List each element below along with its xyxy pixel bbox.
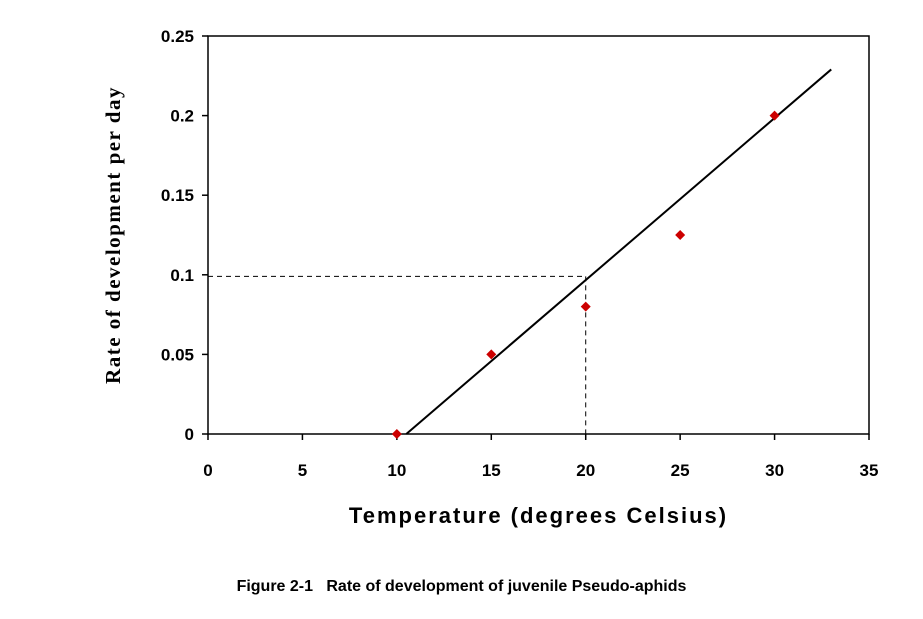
y-tick-label: 0.1	[170, 266, 194, 285]
x-axis-ticks: 0 5 10 15 20 25 30 35	[203, 434, 878, 480]
x-tick-label: 0	[203, 461, 212, 480]
x-tick-label: 30	[765, 461, 784, 480]
data-point	[486, 349, 497, 360]
figure-caption: Figure 2-1 Rate of development of juveni…	[236, 578, 687, 595]
x-tick-label: 25	[671, 461, 690, 480]
x-tick-label: 5	[298, 461, 307, 480]
plot-frame	[207, 35, 870, 435]
data-point	[769, 110, 780, 121]
x-tick-label: 15	[482, 461, 501, 480]
y-axis-ticks: 0 0.05 0.1 0.15 0.2 0.25	[161, 27, 208, 444]
y-tick-label: 0.2	[170, 107, 194, 126]
trend-line	[405, 68, 832, 435]
y-tick-label: 0.25	[161, 27, 194, 46]
data-point	[580, 301, 591, 312]
reference-lines	[208, 275, 587, 434]
data-points	[391, 110, 780, 439]
data-point	[675, 230, 686, 240]
x-tick-label: 35	[860, 461, 879, 480]
x-tick-label: 20	[576, 461, 595, 480]
y-tick-label: 0	[185, 425, 194, 444]
y-tick-label: 0.05	[161, 345, 194, 364]
x-tick-label: 10	[387, 461, 406, 480]
data-point	[391, 429, 402, 439]
y-axis-label: Rate of development per day	[101, 86, 125, 384]
x-axis-label: Temperature (degrees Celsius)	[349, 503, 728, 528]
y-tick-label: 0.15	[161, 186, 194, 205]
